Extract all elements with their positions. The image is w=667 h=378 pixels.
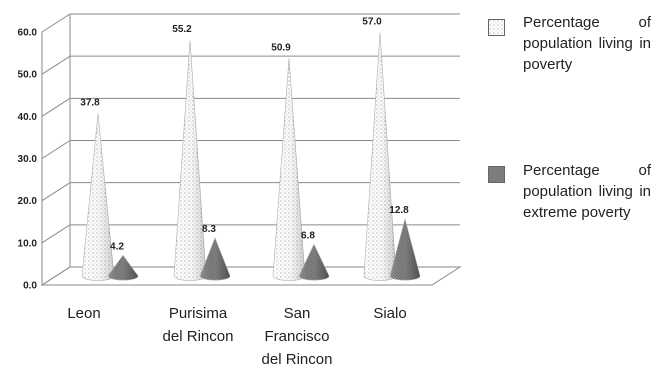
cone-poverty-shade [174,40,206,281]
data-label-extreme: 6.8 [301,230,315,241]
category-label: del Rincon [262,351,333,368]
y-tick-label: 60.0 [18,28,38,39]
y-tick-label: 20.0 [18,196,38,207]
legend-swatch-poverty [488,19,505,36]
y-tick-label: 50.0 [18,70,38,81]
y-tick-label: 40.0 [18,112,38,123]
cone-extreme-shade [108,255,138,281]
side-gridline [41,266,71,286]
data-label-extreme: 4.2 [110,241,124,252]
side-gridline [41,55,71,75]
chart-frame [40,13,462,286]
cone-extreme [107,254,139,281]
side-gridline [41,182,71,202]
legend-label-extreme-poverty: Percentage of population living in extre… [523,162,651,221]
cone-poverty [272,58,306,281]
data-label-poverty: 55.2 [172,24,192,35]
cone-poverty [173,40,207,281]
cones [81,32,421,281]
y-tick-label: 30.0 [18,154,38,165]
cone-poverty-shade [364,32,396,281]
cone-extreme [199,237,231,281]
data-label-poverty: 50.9 [271,42,291,53]
category-label: Francisco [264,328,329,345]
legend-swatch-extreme-poverty [488,166,505,183]
data-label-extreme: 12.8 [389,205,409,216]
cone-extreme-shade [200,238,230,281]
category-labels: Leon Purisima del Rincon San Francisco del Ri… [67,305,406,368]
data-label-poverty: 37.8 [80,98,100,109]
category-label: Leon [67,305,100,322]
side-gridline [41,224,71,244]
cone-poverty [81,113,115,281]
y-axis-ticks: 0.0 10.0 20.0 30.0 40.0 50.0 60.0 [18,28,38,292]
side-gridline [41,97,71,117]
cone-poverty-shade [273,58,305,281]
cone-extreme-shade [390,219,420,281]
cone-poverty [363,32,397,281]
data-labels: 37.8 4.2 55.2 8.3 50.9 6.8 57.0 12.8 [80,17,409,253]
data-label-extreme: 8.3 [202,224,216,235]
side-gridline [41,13,71,33]
side-gridline [41,140,71,159]
y-tick-label: 0.0 [23,281,37,292]
category-label: Sialo [373,305,406,322]
cone-extreme-shade [299,244,329,281]
category-label: Purisima [169,305,228,322]
legend-label-poverty: Percentage of population living in pover… [523,14,651,73]
cone-extreme [389,217,421,281]
data-label-poverty: 57.0 [362,17,382,28]
cone-extreme [298,243,330,281]
category-label: San [284,305,311,322]
y-tick-label: 10.0 [18,238,38,249]
category-label: del Rincon [163,328,234,345]
cone-poverty-shade [82,113,114,281]
